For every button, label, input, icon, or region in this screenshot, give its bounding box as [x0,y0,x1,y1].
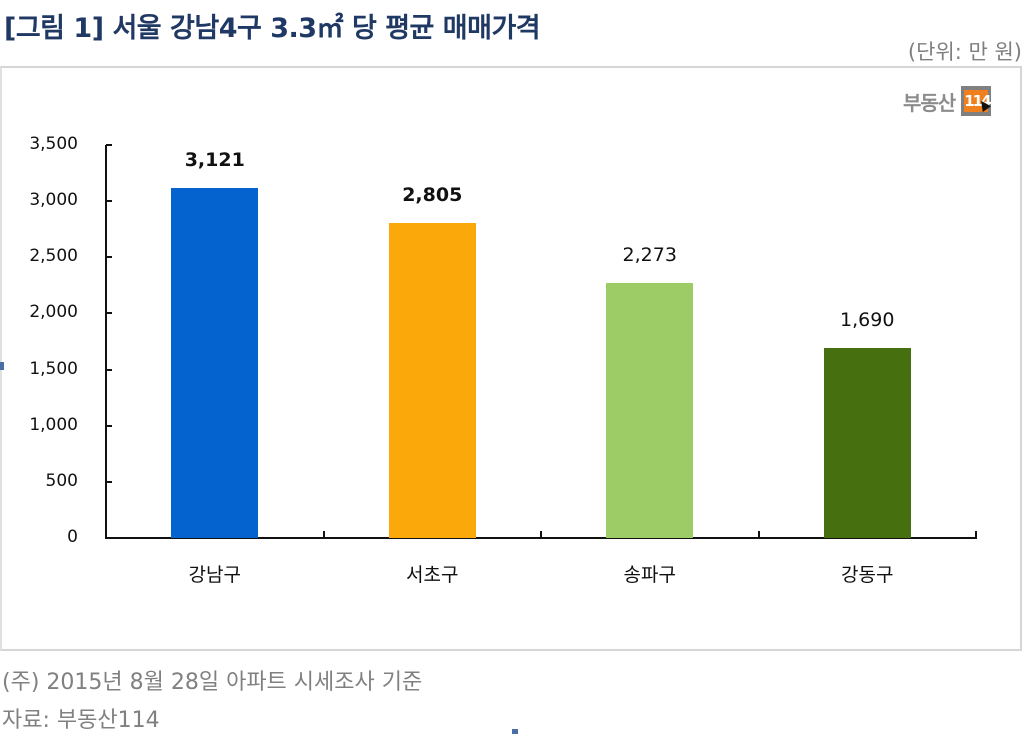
y-tick [106,200,112,203]
x-tick [975,531,977,538]
y-tick-label: 0 [67,527,78,547]
y-tick [106,256,112,259]
y-tick-label: 2,000 [29,302,78,323]
x-tick [757,531,760,538]
y-tick [106,537,112,539]
value-label: 3,121 [184,148,245,171]
y-tick-label: 3,000 [29,190,78,211]
value-label: 1,690 [840,309,895,332]
category-label: 송파구 [623,564,676,586]
x-tick [540,531,542,538]
x-tick [105,531,107,538]
bar-1 [171,187,259,538]
logo-text: 부동산 [903,90,956,115]
category-label: 강동구 [841,564,894,586]
value-label: 2,273 [622,243,677,266]
y-tick [106,480,112,483]
y-tick-label: 2,500 [29,246,78,267]
chart-frame [0,66,1022,651]
unit-label: (단위: 만 원) [907,40,1022,64]
x-tick [322,531,325,538]
category-label: 강남구 [188,564,241,586]
y-tick-label: 500 [45,470,78,491]
x-axis [105,537,977,539]
logo-badge: 114 [961,86,992,116]
y-tick [106,424,112,427]
bar-4 [823,348,911,538]
chart-title: [그림 1] 서울 강남4구 3.3㎡ 당 평균 매매가격 [4,13,541,44]
value-label: 2,805 [402,184,463,207]
bar-3 [606,282,694,538]
brand-logo: 부동산 114 [903,86,992,116]
y-tick-label: 1,000 [29,414,78,435]
category-label: 서초구 [406,564,459,586]
footnote: (주) 2015년 8월 28일 아파트 시세조사 기준 [2,670,423,695]
y-tick-label: 3,500 [29,134,78,154]
logo-badge-text: 114 [964,90,992,112]
y-axis [105,145,107,539]
y-tick [106,144,112,146]
y-tick [106,312,112,315]
y-tick [106,368,112,371]
y-tick-label: 1,500 [29,358,78,379]
decor-marker [512,729,518,734]
decor-marker [0,362,4,370]
source-note: 자료: 부동산114 [2,708,160,733]
bar-2 [388,223,476,538]
